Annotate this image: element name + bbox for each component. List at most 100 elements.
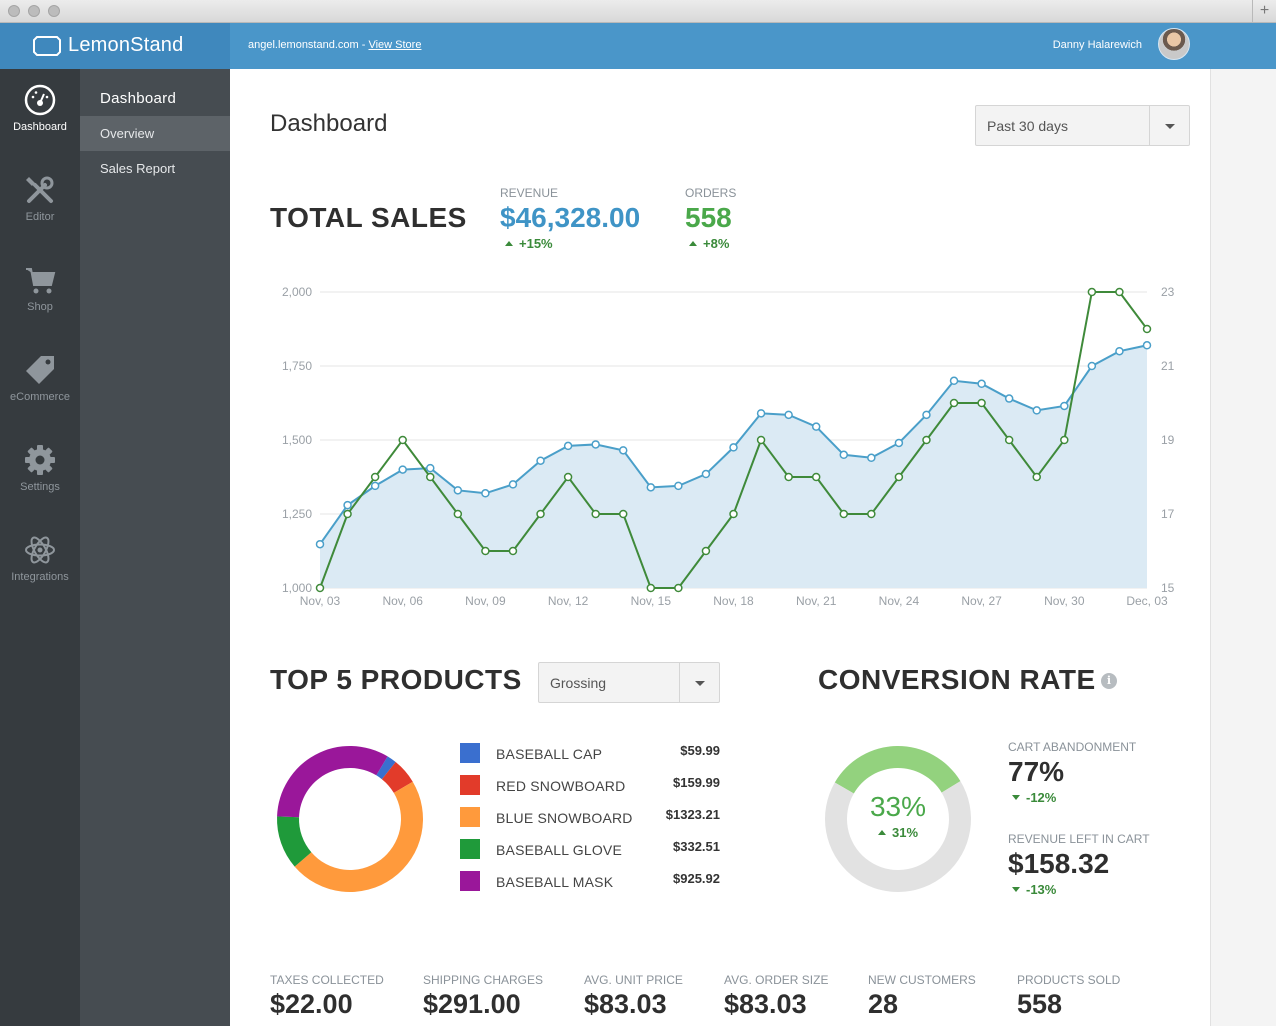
orders-delta: +8%	[689, 236, 729, 251]
legend-swatch	[460, 775, 480, 795]
revenue-point	[784, 410, 793, 420]
nav-settings[interactable]: Settings	[0, 443, 80, 523]
total-sales-heading: TOTAL SALES	[270, 202, 467, 233]
slice-baseball-mask	[277, 746, 388, 818]
products-metric-select[interactable]: Grossing	[538, 662, 720, 703]
new-tab-plus-icon[interactable]: +	[1252, 0, 1276, 23]
subnav-item-overview[interactable]: Overview	[80, 116, 230, 151]
stat-value-new-customers: 28	[868, 989, 899, 1019]
revenue-delta-value: +15%	[519, 236, 553, 251]
info-icon[interactable]: i	[1101, 673, 1117, 689]
products-metric-value: Grossing	[550, 675, 607, 691]
brand[interactable]: LemonStand	[0, 23, 230, 69]
y-left-tick-label: 1,000	[282, 581, 312, 595]
atom-icon	[25, 536, 55, 564]
orders-point	[1142, 324, 1152, 334]
legend-row: BASEBALL CAP $59.99	[460, 743, 720, 765]
user-name[interactable]: Danny Halarewich	[1052, 39, 1142, 51]
store-url: angel.lemonstand.com -	[248, 39, 366, 51]
legend-product-name: BLUE SNOWBOARD	[496, 810, 633, 826]
revenue-delta: +15%	[505, 236, 553, 251]
revenue-point	[729, 443, 738, 452]
revenue-point	[426, 463, 435, 473]
conversion-rate-delta-value: 31%	[891, 825, 919, 840]
orders-point	[618, 509, 628, 519]
orders-point	[701, 546, 711, 556]
orders-delta-value: +8%	[703, 236, 730, 251]
conversion-arc	[834, 746, 961, 794]
revenue-point	[674, 481, 683, 491]
legend-product-name: BASEBALL MASK	[496, 874, 614, 890]
close-window-button[interactable]	[8, 5, 20, 17]
orders-point	[508, 546, 518, 556]
nav-editor[interactable]: Editor	[0, 173, 80, 253]
stat-label-avg-unit: AVG. UNIT PRICE	[584, 973, 683, 987]
arrow-down-icon	[1012, 795, 1020, 800]
main-content: Dashboard Past 30 days TOTAL SALES REVEN…	[230, 69, 1210, 1026]
revenue-point	[1115, 346, 1124, 356]
orders-point	[674, 583, 683, 593]
x-tick-label: Dec, 03	[1126, 594, 1168, 608]
x-tick-label: Nov, 03	[300, 594, 341, 608]
legend-product-price: $332.51	[673, 839, 720, 854]
tag-icon	[26, 356, 54, 384]
legend-row: BLUE SNOWBOARD $1323.21	[460, 807, 720, 829]
orders-point	[315, 583, 325, 593]
nav-dashboard-label: Dashboard	[13, 121, 67, 133]
stat-value-avg-order: $83.03	[724, 989, 807, 1019]
nav-integrations[interactable]: Integrations	[0, 533, 80, 613]
nav-ecommerce[interactable]: eCommerce	[0, 353, 80, 433]
conversion-remaining-arc	[825, 781, 971, 892]
stat-label-products-sold: PRODUCTS SOLD	[1017, 973, 1121, 987]
revenue-point	[398, 465, 407, 474]
tools-icon	[26, 176, 54, 203]
view-store-link[interactable]: View Store	[368, 39, 422, 51]
stat-label-avg-order: AVG. ORDER SIZE	[724, 973, 829, 987]
top-products-heading: TOP 5 PRODUCTS	[270, 664, 522, 695]
minimize-window-button[interactable]	[28, 5, 40, 17]
orders-point	[370, 472, 380, 482]
revenue-point	[867, 453, 876, 463]
orders-point	[426, 472, 435, 482]
stat-value-avg-unit: $83.03	[584, 989, 667, 1019]
conversion-heading: CONVERSION RATE	[818, 664, 1096, 695]
nav-integrations-label: Integrations	[11, 571, 69, 583]
legend-product-price: $925.92	[673, 871, 720, 886]
y-right-tick-label: 21	[1161, 359, 1175, 373]
revenue-point	[1087, 361, 1097, 371]
revenue-point	[591, 440, 600, 449]
revenue-point	[894, 438, 904, 448]
stat-label-taxes: TAXES COLLECTED	[270, 973, 384, 987]
date-range-select[interactable]: Past 30 days	[975, 105, 1190, 146]
revenue-point	[315, 539, 325, 549]
revenue-point	[922, 410, 931, 420]
cart-icon	[26, 268, 56, 294]
arrow-up-icon	[689, 241, 697, 246]
orders-point	[729, 509, 738, 519]
revenue-point	[343, 500, 352, 510]
avatar[interactable]	[1158, 28, 1190, 60]
stat-label-shipping: SHIPPING CHARGES	[423, 973, 544, 987]
nav-shop[interactable]: Shop	[0, 263, 80, 343]
orders-point	[453, 509, 463, 519]
legend-product-name: BASEBALL GLOVE	[496, 842, 623, 858]
revenue-area	[320, 345, 1147, 588]
nav-dashboard[interactable]: Dashboard	[0, 83, 80, 163]
revenue-point	[453, 486, 463, 495]
x-tick-label: Nov, 30	[1044, 594, 1085, 608]
arrow-down-icon	[1012, 887, 1020, 892]
legend-swatch	[460, 807, 480, 827]
brand-name: LemonStand	[68, 34, 184, 56]
cart-abandonment-delta-value: -12%	[1026, 790, 1057, 805]
zoom-window-button[interactable]	[48, 5, 60, 17]
legend-product-name: BASEBALL CAP	[496, 746, 603, 762]
y-right-tick-label: 15	[1161, 581, 1175, 595]
sales-chart: 1,000 1,250 1,500 1,750 2,000 15 17 19 21 23 Nov, …	[282, 285, 1175, 608]
legend-swatch	[460, 839, 480, 859]
subnav-item-sales-report[interactable]: Sales Report	[100, 161, 176, 176]
legend-product-price: $159.99	[673, 775, 720, 790]
conversion-donut-chart	[825, 746, 971, 892]
slice-blue-snowboard	[294, 781, 423, 892]
chevron-down-icon	[679, 663, 719, 702]
revenue-point	[646, 483, 656, 492]
